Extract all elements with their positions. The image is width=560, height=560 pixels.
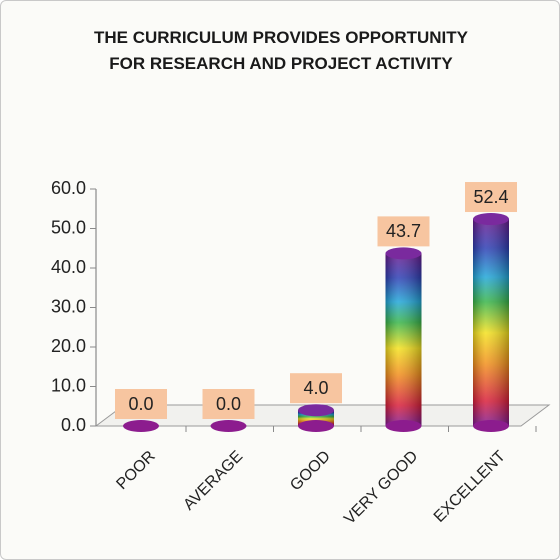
y-tick-label: 40.0 <box>51 257 86 277</box>
x-tick-label: VERY GOOD <box>341 448 421 528</box>
y-tick-label: 60.0 <box>51 178 86 198</box>
y-tick-label: 50.0 <box>51 217 86 237</box>
value-label-box <box>115 389 167 419</box>
bar-cap <box>298 404 334 417</box>
value-label: 52.4 <box>473 187 508 207</box>
bar-base <box>210 420 247 432</box>
bar-cap <box>385 247 422 260</box>
y-tick-label: 30.0 <box>51 296 86 316</box>
bar-shade <box>385 253 422 426</box>
bar-base <box>298 420 334 432</box>
value-label-box <box>377 216 430 247</box>
value-label-box <box>202 389 255 419</box>
bar-base <box>123 420 159 432</box>
y-tick-label: 20.0 <box>51 336 86 356</box>
x-tick-label: GOOD <box>287 448 334 495</box>
value-label-box <box>290 373 342 404</box>
bar-shade <box>473 219 509 426</box>
bar-base <box>385 420 422 432</box>
value-label: 4.0 <box>303 378 328 398</box>
value-label: 0.0 <box>216 394 241 414</box>
bar-base <box>473 420 509 432</box>
value-label: 0.0 <box>128 394 153 414</box>
value-label-box <box>465 182 517 213</box>
x-tick-label: AVERAGE <box>180 448 246 514</box>
chart-title: THE CURRICULUM PROVIDES OPPORTUNITY FOR … <box>93 28 469 73</box>
bar-cap <box>473 213 509 226</box>
value-label: 43.7 <box>386 221 421 241</box>
y-tick-label: 0.0 <box>61 415 86 435</box>
x-tick-label: EXCELLENT <box>431 448 509 526</box>
y-tick-label: 10.0 <box>51 375 86 395</box>
x-tick-label: POOR <box>113 448 158 493</box>
